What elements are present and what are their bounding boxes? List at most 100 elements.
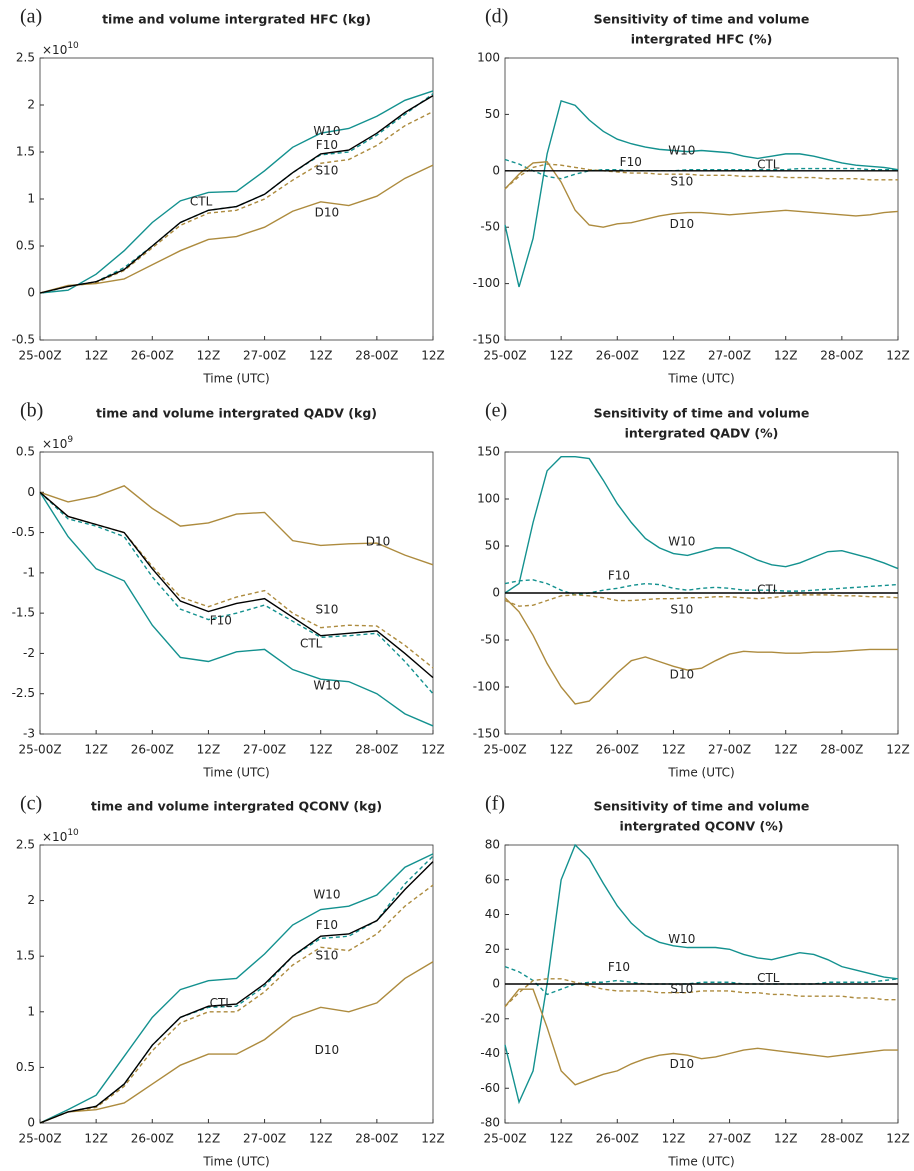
x-tick-label: 12Z: [421, 743, 445, 757]
y-tick-label: -50: [480, 633, 500, 647]
x-tick-label: 27-00Z: [243, 1132, 286, 1146]
x-tick-label: 28-00Z: [820, 349, 863, 363]
y-tick-label: 60: [485, 872, 500, 886]
y-multiplier: ×1010: [42, 828, 79, 844]
y-tick-label: -100: [473, 276, 500, 290]
panel-label: (e): [485, 400, 507, 422]
y-tick-label: 0: [27, 485, 35, 499]
chart-title: intergrated QADV (%): [625, 426, 779, 441]
x-tick-label: 12Z: [662, 743, 686, 757]
x-tick-label: 12Z: [197, 349, 221, 363]
series-label: W10: [313, 124, 340, 138]
chart-title: time and volume intergrated QCONV (kg): [91, 799, 382, 814]
plot-frame: [39, 451, 434, 735]
x-tick-label: 12Z: [197, 743, 221, 757]
y-tick-label: -40: [480, 1046, 500, 1060]
x-tick-label: 27-00Z: [243, 349, 286, 363]
y-tick-label: 20: [485, 942, 500, 956]
series-label: D10: [670, 1057, 695, 1071]
series-label: D10: [670, 667, 695, 681]
series-label: F10: [316, 138, 338, 152]
y-tick-label: 150: [477, 445, 500, 459]
panel-label: (f): [485, 793, 505, 815]
x-axis-label: Time (UTC): [202, 1155, 269, 1169]
y-tick-label: 0: [492, 586, 500, 600]
x-tick-label: 12Z: [84, 1132, 108, 1146]
series-label: S10: [315, 949, 338, 963]
y-tick-label: 0.5: [16, 445, 35, 459]
chart-title: time and volume intergrated QADV (kg): [96, 406, 377, 421]
x-tick-label: 12Z: [309, 743, 333, 757]
y-tick-label: -2.5: [12, 686, 35, 700]
panel-label: (b): [20, 400, 43, 422]
x-tick-label: 25-00Z: [483, 1132, 526, 1146]
x-tick-label: 26-00Z: [596, 349, 639, 363]
series-line: [504, 456, 899, 594]
series-line: [504, 978, 898, 1008]
x-tick-label: 26-00Z: [131, 1132, 174, 1146]
x-axis-label: Time (UTC): [667, 1155, 734, 1169]
y-tick-label: -1.5: [12, 606, 35, 620]
chart-title: Sensitivity of time and volume: [594, 12, 810, 27]
x-tick-label: 28-00Z: [820, 743, 863, 757]
x-tick-label: 12Z: [421, 349, 445, 363]
y-tick-label: 50: [485, 539, 500, 553]
series-label: S10: [670, 982, 693, 996]
series-line: [504, 158, 898, 180]
series-label: F10: [608, 960, 630, 974]
series-label: CTL: [757, 583, 780, 597]
y-tick-label: 100: [477, 51, 500, 65]
x-tick-label: 28-00Z: [355, 743, 398, 757]
series-line: [504, 161, 899, 228]
series-line: [39, 491, 434, 695]
y-tick-label: 100: [477, 492, 500, 506]
y-tick-label: 0: [27, 1116, 35, 1130]
y-multiplier: ×1010: [42, 41, 79, 57]
y-tick-label: 2.5: [16, 51, 35, 65]
series-label: F10: [316, 918, 338, 932]
series-label: CTL: [210, 996, 233, 1010]
x-tick-label: 12Z: [774, 349, 798, 363]
y-tick-label: 1.5: [16, 949, 35, 963]
series-label: F10: [210, 614, 232, 628]
plot-frame: [39, 57, 434, 341]
y-multiplier: ×109: [42, 435, 73, 451]
series-label: S10: [670, 175, 693, 189]
y-tick-label: 2.5: [16, 838, 35, 852]
x-tick-label: 12Z: [549, 349, 573, 363]
chart-title: Sensitivity of time and volume: [594, 406, 810, 421]
y-tick-label: -20: [480, 1011, 500, 1025]
y-tick-label: 0.5: [16, 1060, 35, 1074]
x-tick-label: 27-00Z: [708, 743, 751, 757]
x-axis-label: Time (UTC): [202, 766, 269, 780]
series-line: [39, 90, 434, 294]
series-label: F10: [620, 155, 642, 169]
multiplier-base: ×10: [42, 43, 67, 57]
panel-label: (d): [485, 6, 508, 28]
multiplier-exponent: 10: [67, 828, 79, 838]
x-tick-label: 26-00Z: [131, 743, 174, 757]
series-line: [39, 491, 434, 679]
x-tick-label: 25-00Z: [18, 349, 61, 363]
series-label: D10: [315, 1043, 340, 1057]
x-tick-label: 28-00Z: [355, 349, 398, 363]
x-tick-label: 12Z: [421, 1132, 445, 1146]
y-tick-label: -150: [473, 333, 500, 347]
series-line: [39, 853, 434, 1124]
panel-label: (a): [20, 6, 42, 28]
x-tick-label: 12Z: [662, 349, 686, 363]
y-tick-label: -1: [23, 565, 35, 579]
y-tick-label: 1.5: [16, 145, 35, 159]
x-tick-label: 26-00Z: [131, 349, 174, 363]
series-label: W10: [668, 932, 695, 946]
series-label: W10: [668, 144, 695, 158]
x-tick-label: 12Z: [549, 743, 573, 757]
series-line: [504, 579, 899, 596]
multiplier-exponent: 10: [67, 41, 79, 51]
series-line: [504, 99, 899, 288]
multiplier-base: ×10: [42, 830, 67, 844]
y-tick-label: -0.5: [12, 525, 35, 539]
x-tick-label: 12Z: [84, 743, 108, 757]
y-tick-label: 80: [485, 838, 500, 852]
series-line: [504, 843, 899, 1105]
